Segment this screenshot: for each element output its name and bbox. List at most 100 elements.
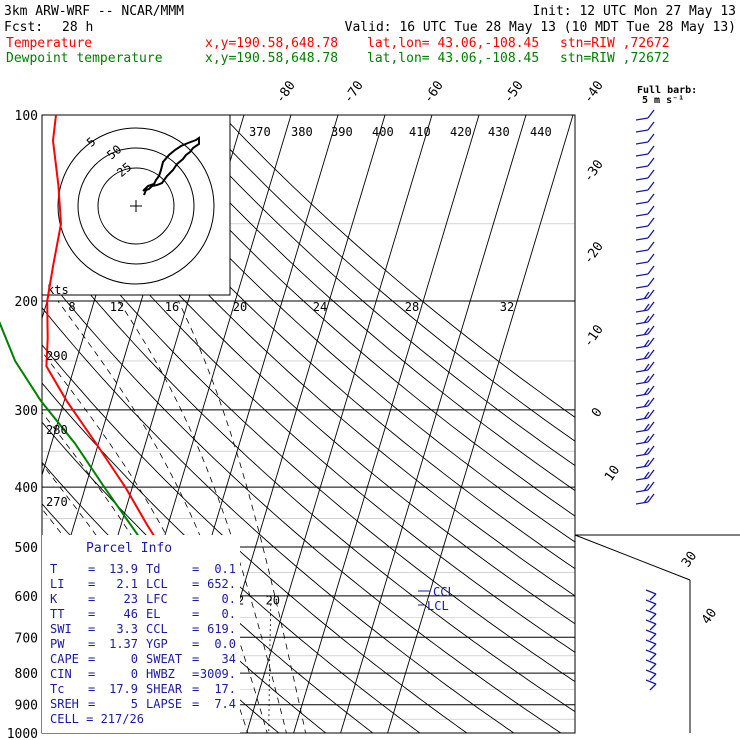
wind-barb-flag [643, 303, 650, 312]
dry-adiabat-line [42, 200, 575, 683]
parcel-equals: = [192, 682, 199, 696]
parcel-field-label: HWBZ [146, 667, 175, 681]
wind-barb-flag [647, 289, 655, 299]
hodograph-trace [142, 136, 200, 196]
wind-barb-flag [649, 623, 657, 631]
parcel-field-label: K [50, 592, 58, 606]
dewpoint-legend: Dewpoint temperature x,y=190.58,648.78 l… [6, 51, 670, 66]
dewpoint-legend-xy: x,y=190.58,648.78 [205, 51, 338, 66]
parcel-field-value: 34 [222, 652, 236, 666]
wind-barb-staff [635, 297, 649, 301]
wind-barb-staff [635, 405, 649, 409]
wind-barb-flag [643, 459, 650, 468]
pressure-label: 400 [15, 481, 38, 496]
wind-barb-flag [649, 653, 657, 661]
wind-barb-staff [645, 639, 657, 645]
hodograph-ring [77, 147, 195, 265]
parcel-field-label: CIN [50, 667, 72, 681]
wind-barb-flag [647, 337, 655, 347]
barb-legend-units: 5 m s⁻¹ [642, 95, 684, 106]
wind-barb-staff [635, 201, 649, 205]
pressure-label: 200 [15, 295, 38, 310]
parcel-field-label: T [50, 562, 57, 576]
parcel-field-value: 1.37 [109, 637, 138, 651]
wind-barb-flag [647, 361, 655, 371]
wind-barb-flag [647, 469, 655, 479]
wind-barb-flag [647, 265, 655, 275]
isotherm-label: 0 [589, 405, 606, 420]
parcel-field-label: PW [50, 637, 65, 651]
parcel-field-value: 619. [207, 622, 236, 636]
wind-barb-staff [635, 369, 649, 373]
dry-adiabat-line [221, 115, 575, 418]
wind-barb-flag [647, 145, 655, 155]
wind-barb-flag [649, 673, 657, 681]
wind-barb-flag [647, 157, 655, 167]
wind-barb-staff [635, 261, 649, 265]
wind-barb-staff [635, 285, 649, 289]
wind-barb-flag [647, 241, 655, 251]
parcel-equals: = [88, 682, 95, 696]
wind-barb-staff [645, 679, 657, 685]
wind-panel-edge [574, 534, 691, 581]
wind-barb-flag [643, 327, 650, 336]
parcel-field-value: 23 [124, 592, 138, 606]
wind-barb-staff [635, 249, 649, 253]
wind-barb-staff [635, 465, 649, 469]
wind-barb-staff [635, 309, 649, 313]
isotherm-label: -20 [581, 239, 607, 267]
pressure-label: 800 [15, 667, 38, 682]
theta-side-label: 290 [46, 349, 68, 363]
wind-barb-flag [647, 481, 655, 491]
wind-barb-flag [647, 397, 655, 407]
wind-barb-flag [647, 433, 655, 443]
wind-barb-flag [649, 603, 657, 611]
parcel-field-label: LAPSE [146, 697, 182, 711]
wind-barb-flag [647, 349, 655, 359]
wind-barb-staff [635, 189, 649, 193]
parcel-field-value: 13.9 [109, 562, 138, 576]
parcel-field-label: SWEAT [146, 652, 182, 666]
isotherm-line [340, 115, 527, 733]
parcel-field-value: 652. [207, 577, 236, 591]
dewpoint-legend-station: stn=RIW ,72672 [560, 51, 670, 66]
parcel-field-value: 46 [124, 607, 138, 621]
wind-barb-flag [647, 253, 655, 263]
theta-label: 370 [249, 125, 271, 139]
wind-barb-flag [649, 663, 657, 671]
wind-barb-flag [643, 447, 650, 456]
valid-time: Valid: 16 UTC Tue 28 May 13 (10 MDT Tue … [345, 20, 736, 35]
wind-barb-staff [645, 599, 657, 605]
hodograph-axis-label: 8 [68, 300, 75, 314]
wind-barb-staff [635, 453, 649, 457]
wind-barb-flag [643, 423, 650, 432]
temperature-legend-latlon: lat,lon= 43.06,-108.45 [367, 36, 539, 51]
parcel-field-label: YGP [146, 637, 168, 651]
parcel-field-value: 2.1 [116, 577, 138, 591]
wind-barb-flag [649, 643, 657, 651]
wind-barb-flag [649, 683, 657, 691]
wind-barb-flag [643, 387, 650, 396]
parcel-equals: = [192, 607, 199, 621]
wind-barb-flag [647, 277, 655, 287]
parcel-equals: = [88, 637, 95, 651]
forecast-hours: 28 h [62, 20, 93, 35]
parcel-field-label: LFC [146, 592, 168, 606]
parcel-equals: = [88, 697, 95, 711]
dry-adiabat-line [124, 115, 575, 517]
ccl-marker: CCL [433, 585, 455, 599]
parcel-equals: = [88, 592, 95, 606]
wind-barb-staff [635, 393, 649, 397]
parcel-equals: = [192, 697, 199, 711]
wind-barb-staff [635, 129, 649, 133]
pressure-label: 500 [15, 541, 38, 556]
wind-barb-flag [643, 435, 650, 444]
wind-barb-flag [643, 399, 650, 408]
wind-barb-flag [647, 205, 655, 215]
parcel-equals: = [192, 652, 199, 666]
pressure-label: 900 [15, 699, 38, 714]
isotherm-label: 30 [679, 549, 700, 570]
parcel-field-value: 17.9 [109, 682, 138, 696]
hodograph-axis-label: 16 [165, 300, 179, 314]
axis-labels: -80 -70 -60 -50 -40 -30 -20 -10 0 10 30 40 370 380 390… [46, 78, 720, 627]
